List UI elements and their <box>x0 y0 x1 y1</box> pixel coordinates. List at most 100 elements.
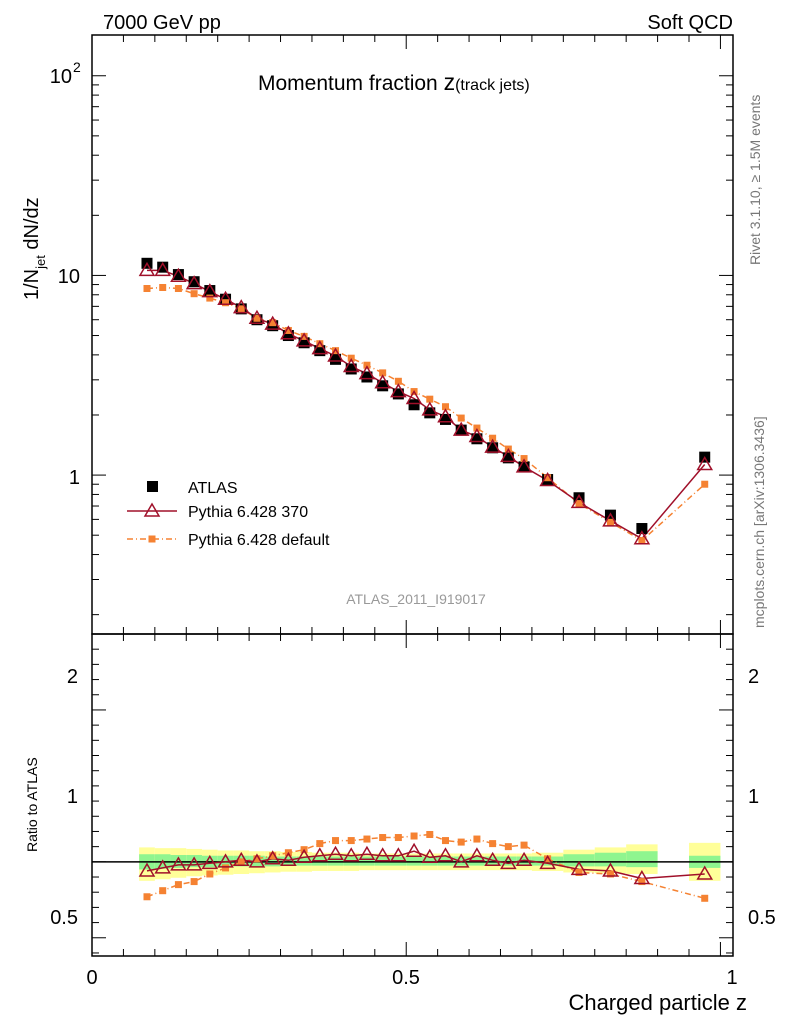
ratio-pythia-default-point <box>190 878 198 886</box>
pythia-default-point <box>206 294 214 302</box>
pythia-370-point <box>311 340 329 355</box>
ratio-ytick-label-0.5: 0.5 <box>50 907 78 929</box>
ratio-band-inner <box>484 856 501 866</box>
ratio-pythia-370-point <box>201 854 219 870</box>
atlas-data-point <box>518 461 530 473</box>
atlas-data-point <box>204 285 216 297</box>
ratio-band-inner <box>296 856 312 866</box>
main-y-axis-label-main: 1/N <box>21 269 43 300</box>
legend-marker-atlas <box>147 481 158 492</box>
mcplots-reference-label: mcplots.cern.ch [arXiv:1306.3436] <box>751 416 767 628</box>
legend-marker-pythia-370 <box>143 502 161 517</box>
main-ytick-label-100-base: 10 <box>50 66 72 88</box>
pythia-default-point <box>316 340 324 348</box>
pythia-default-point <box>394 377 402 385</box>
ratio-pythia-370-point <box>358 845 376 860</box>
ratio-pythia-370-point <box>232 851 250 867</box>
plot-title: Momentum fraction z(track jets) <box>258 69 530 95</box>
pythia-default-point <box>575 500 583 508</box>
ratio-pythia-370-point <box>452 853 470 868</box>
legend-label-pythia-default: Pythia 6.428 default <box>188 532 330 549</box>
ratio-pythia-370-point <box>311 847 329 862</box>
ratio-pythia-370-point <box>437 847 454 862</box>
ratio-pythia-default-point <box>253 855 261 863</box>
atlas-data-point <box>573 492 585 504</box>
pythia-370-point <box>248 309 266 325</box>
atlas-data-point <box>487 442 499 454</box>
legend: ATLAS Pythia 6.428 370 Pythia 6.428 defa… <box>127 480 330 549</box>
pythia-370-point <box>515 458 533 473</box>
ratio-pythia-default-point <box>473 835 481 843</box>
ratio-pythia-370-point <box>295 848 313 864</box>
ratio-pythia-default-point <box>426 830 434 838</box>
pythia-default-point <box>174 285 182 293</box>
xtick-label-0: 0 <box>86 967 97 989</box>
ratio-pythia-default-point <box>379 834 387 842</box>
atlas-data-point <box>636 523 648 535</box>
pythia-370-point <box>138 261 156 277</box>
pythia-370-point <box>633 530 651 545</box>
ratio-ytick-label-1: 1 <box>67 786 78 808</box>
pythia-default-point <box>606 518 614 526</box>
legend-label-pythia-370: Pythia 6.428 370 <box>188 504 308 521</box>
pythia-370-point <box>264 315 281 330</box>
atlas-data-point <box>502 452 514 464</box>
pythia-370-point <box>421 401 439 416</box>
pythia-370-point <box>405 389 423 405</box>
ratio-pythia-370-point <box>570 860 588 876</box>
ratio-plot-frame <box>91 633 734 957</box>
ratio-pythia-default-point <box>457 838 465 846</box>
ratio-band-inner <box>359 856 375 866</box>
main-ytick-label-1: 1 <box>69 467 80 489</box>
pythia-default-point <box>222 299 230 307</box>
plot-title-main: Momentum fraction <box>258 72 444 95</box>
ratio-pythia-370-point <box>342 847 360 862</box>
pythia-370-point <box>374 374 391 389</box>
pythia-default-point <box>300 332 308 340</box>
header-beam-label: 7000 GeV pp <box>103 12 221 34</box>
ratio-pythia-370-point <box>421 848 439 864</box>
ratio-band-inner <box>516 856 532 866</box>
ratio-pythia-default-point <box>316 840 324 848</box>
pythia-370-point <box>280 325 297 340</box>
atlas-data-point <box>330 353 342 365</box>
pythia-370-point <box>358 365 376 380</box>
pythia-370-point <box>342 357 360 373</box>
ratio-pythia-370-point <box>696 865 714 880</box>
pythia-default-point <box>237 305 245 313</box>
ratio-pythia-370-point <box>248 853 266 868</box>
ratio-pythia-default-point <box>222 864 230 872</box>
ratio-pythia-default-point <box>701 894 709 902</box>
ratio-ytick-label-right-2: 2 <box>748 666 759 688</box>
rivet-version-label: Rivet 3.1.10, ≥ 1.5M events <box>747 95 763 265</box>
ratio-band-inner <box>421 856 438 866</box>
atlas-data-point <box>408 399 420 411</box>
ratio-pythia-370-point <box>390 847 407 862</box>
ratio-band-inner <box>563 854 595 867</box>
ratio-pythia-default-point <box>410 832 418 840</box>
main-ytick-label-10: 10 <box>58 266 80 288</box>
pythia-default-point <box>544 474 552 482</box>
atlas-data-point <box>157 261 169 273</box>
legend-label-atlas: ATLAS <box>188 480 238 497</box>
ratio-pythia-370-point <box>170 856 187 871</box>
pythia-370-point <box>327 347 344 362</box>
ratio-pythia-default-point <box>332 837 340 845</box>
main-y-axis-label: 1/Njet dN/dz <box>21 197 48 300</box>
ratio-pythia-default-point <box>441 837 449 845</box>
atlas-data-point <box>314 345 326 357</box>
pythia-default-point <box>332 347 340 355</box>
pythia-370-point <box>484 438 501 453</box>
ratio-pythia-370-point <box>154 859 172 874</box>
ratio-pythia-default-point <box>237 858 245 866</box>
ratio-pythia-370-point <box>484 851 501 867</box>
pythia-370-point <box>170 267 187 283</box>
pythia-default-point <box>457 414 465 422</box>
header-category-label: Soft QCD <box>647 12 733 34</box>
pythia-370-point <box>570 493 588 509</box>
ratio-band-inner <box>500 856 517 866</box>
plot-title-z: z <box>444 69 456 95</box>
ratio-pythia-370-point <box>138 862 156 877</box>
pythia-370-point <box>217 290 234 305</box>
